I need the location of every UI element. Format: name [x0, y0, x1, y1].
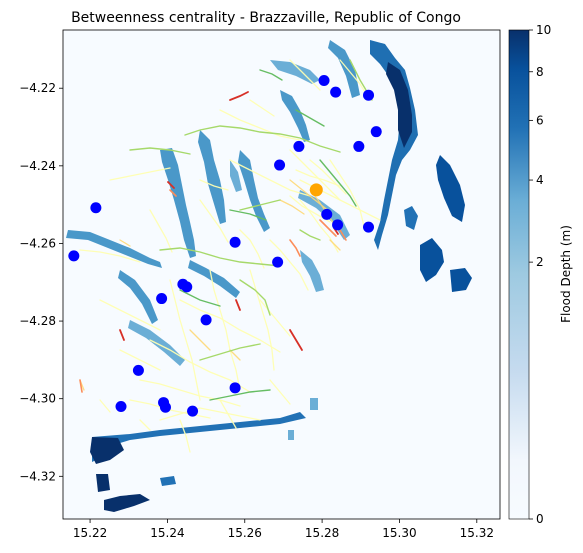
centrality-point: [90, 202, 102, 214]
centrality-point: [187, 405, 199, 417]
x-tick-label: 15.28: [305, 526, 339, 540]
flood-tributary-6: [328, 40, 360, 98]
y-tick-label: −4.22: [19, 81, 56, 95]
flood-tributary-8: [188, 260, 240, 298]
colorbar-tick-label: 8: [536, 65, 544, 79]
flood-tributary-5: [280, 90, 310, 142]
centrality-point: [330, 86, 342, 98]
flood-east-1: [436, 155, 465, 222]
x-tick-label: 15.32: [460, 526, 494, 540]
flood-tributary-4: [238, 150, 270, 232]
flood-river-congo-deep: [386, 62, 412, 148]
flood-south-islet-1: [96, 474, 110, 492]
y-tick-label: −4.24: [19, 159, 56, 173]
flood-south-islet-4: [310, 398, 318, 410]
centrality-point: [229, 382, 241, 394]
centrality-point: [229, 236, 241, 248]
centrality-point: [181, 281, 193, 293]
centrality-point: [159, 401, 171, 413]
y-axis: −4.22 −4.24 −4.26 −4.28 −4.30 −4.32: [19, 81, 63, 483]
x-axis: 15.22 15.24 15.26 15.28 15.30 15.32: [73, 519, 494, 540]
centrality-point: [68, 250, 80, 262]
centrality-point: [274, 159, 286, 171]
flood-river-south: [92, 412, 306, 462]
plot-frame: [62, 29, 501, 520]
centrality-point: [363, 221, 375, 233]
y-tick-label: −4.26: [19, 236, 56, 250]
centrality-point: [200, 314, 212, 326]
colorbar-tick-label: 10: [536, 23, 551, 37]
flood-tributary-1: [66, 230, 162, 268]
map-title: Betweenness centrality - Brazzaville, Re…: [71, 10, 461, 26]
flood-tributary-12: [300, 250, 324, 292]
centrality-point: [353, 140, 365, 152]
flood-tributary-3: [198, 130, 226, 224]
colorbar: 0 2 4 6 8 10 Flood Depth (m): [508, 23, 573, 526]
x-tick-label: 15.24: [150, 526, 184, 540]
y-tick-label: −4.28: [19, 314, 56, 328]
centrality-point: [318, 74, 330, 86]
flood-east-3: [450, 268, 472, 292]
y-tick-label: −4.32: [19, 469, 56, 483]
flood-tributary-10: [230, 160, 242, 192]
centrality-point: [115, 400, 127, 412]
centrality-point: [332, 219, 344, 231]
x-tick-label: 15.22: [73, 526, 107, 540]
centrality-point: [321, 208, 333, 220]
max-centrality-point: [309, 183, 323, 197]
flood-south-islet-5: [288, 430, 294, 440]
centrality-point: [293, 140, 305, 152]
colorbar-tick-label: 4: [536, 173, 544, 187]
x-tick-label: 15.26: [228, 526, 262, 540]
centrality-point: [363, 89, 375, 101]
colorbar-tick-label: 6: [536, 113, 544, 127]
x-tick-label: 15.30: [382, 526, 416, 540]
flood-east-4: [404, 206, 418, 230]
road-network: [79, 59, 381, 453]
centrality-point: [370, 126, 382, 138]
colorbar-tick-label: 0: [536, 512, 544, 526]
flood-south-islet-2: [104, 494, 150, 512]
centrality-point: [132, 364, 144, 376]
flood-tributary-7: [118, 270, 158, 324]
y-tick-label: −4.30: [19, 392, 56, 406]
colorbar-ticks: 0 2 4 6 8 10: [529, 23, 551, 526]
flood-south-deep: [90, 437, 124, 464]
colorbar-tick-label: 2: [536, 255, 544, 269]
flood-east-2: [420, 238, 444, 282]
colorbar-gradient: [508, 29, 530, 520]
flood-tributary-2: [160, 148, 196, 258]
flood-areas: [66, 40, 472, 512]
centrality-point: [272, 256, 284, 268]
flood-south-islet-3: [160, 476, 176, 486]
colorbar-label: Flood Depth (m): [559, 225, 573, 323]
centrality-point: [156, 293, 168, 305]
marker-layer: [68, 74, 382, 417]
